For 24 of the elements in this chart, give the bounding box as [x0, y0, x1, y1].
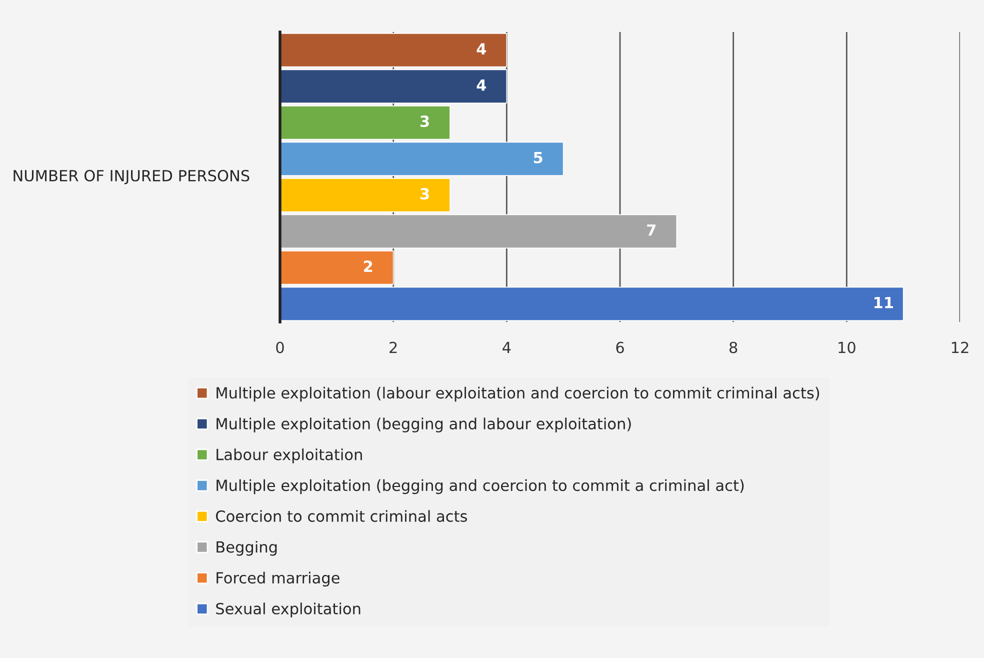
data-label: 5: [534, 152, 542, 164]
legend-label: Begging: [216, 540, 277, 556]
legend-label: Sexual exploitation: [216, 602, 360, 618]
legend-label: Coercion to commit criminal acts: [216, 510, 467, 522]
data-label: 3: [420, 188, 429, 200]
data-label: 4: [476, 79, 486, 91]
legend-label: Forced marriage: [216, 572, 340, 587]
x-tick-label: 10: [838, 342, 856, 354]
x-tick-label: 4: [502, 342, 511, 354]
x-tick-label: 6: [616, 342, 624, 354]
legend-label: Labour exploitation: [216, 448, 362, 464]
data-label: 7: [647, 224, 656, 236]
data-label: 4: [476, 43, 486, 54]
y-axis-title: NUMBER OF INJURED PERSONS: [14, 170, 250, 184]
x-tick-label: 0: [276, 342, 284, 354]
x-tick-label: 8: [730, 342, 738, 354]
legend-label: Multiple exploitation (begging and coercion to commit a criminal act): [216, 479, 744, 494]
x-tick-label: 12: [952, 342, 968, 354]
data-label: 11: [874, 296, 893, 308]
data-label: 2: [364, 260, 372, 272]
legend-label: Multiple exploitation (labour exploitation and coercion to commit criminal acts): [216, 386, 820, 402]
data-label: 3: [420, 116, 429, 128]
legend-label: Multiple exploitation (begging and labour exploitation): [216, 418, 631, 432]
x-tick-label: 2: [390, 342, 397, 354]
